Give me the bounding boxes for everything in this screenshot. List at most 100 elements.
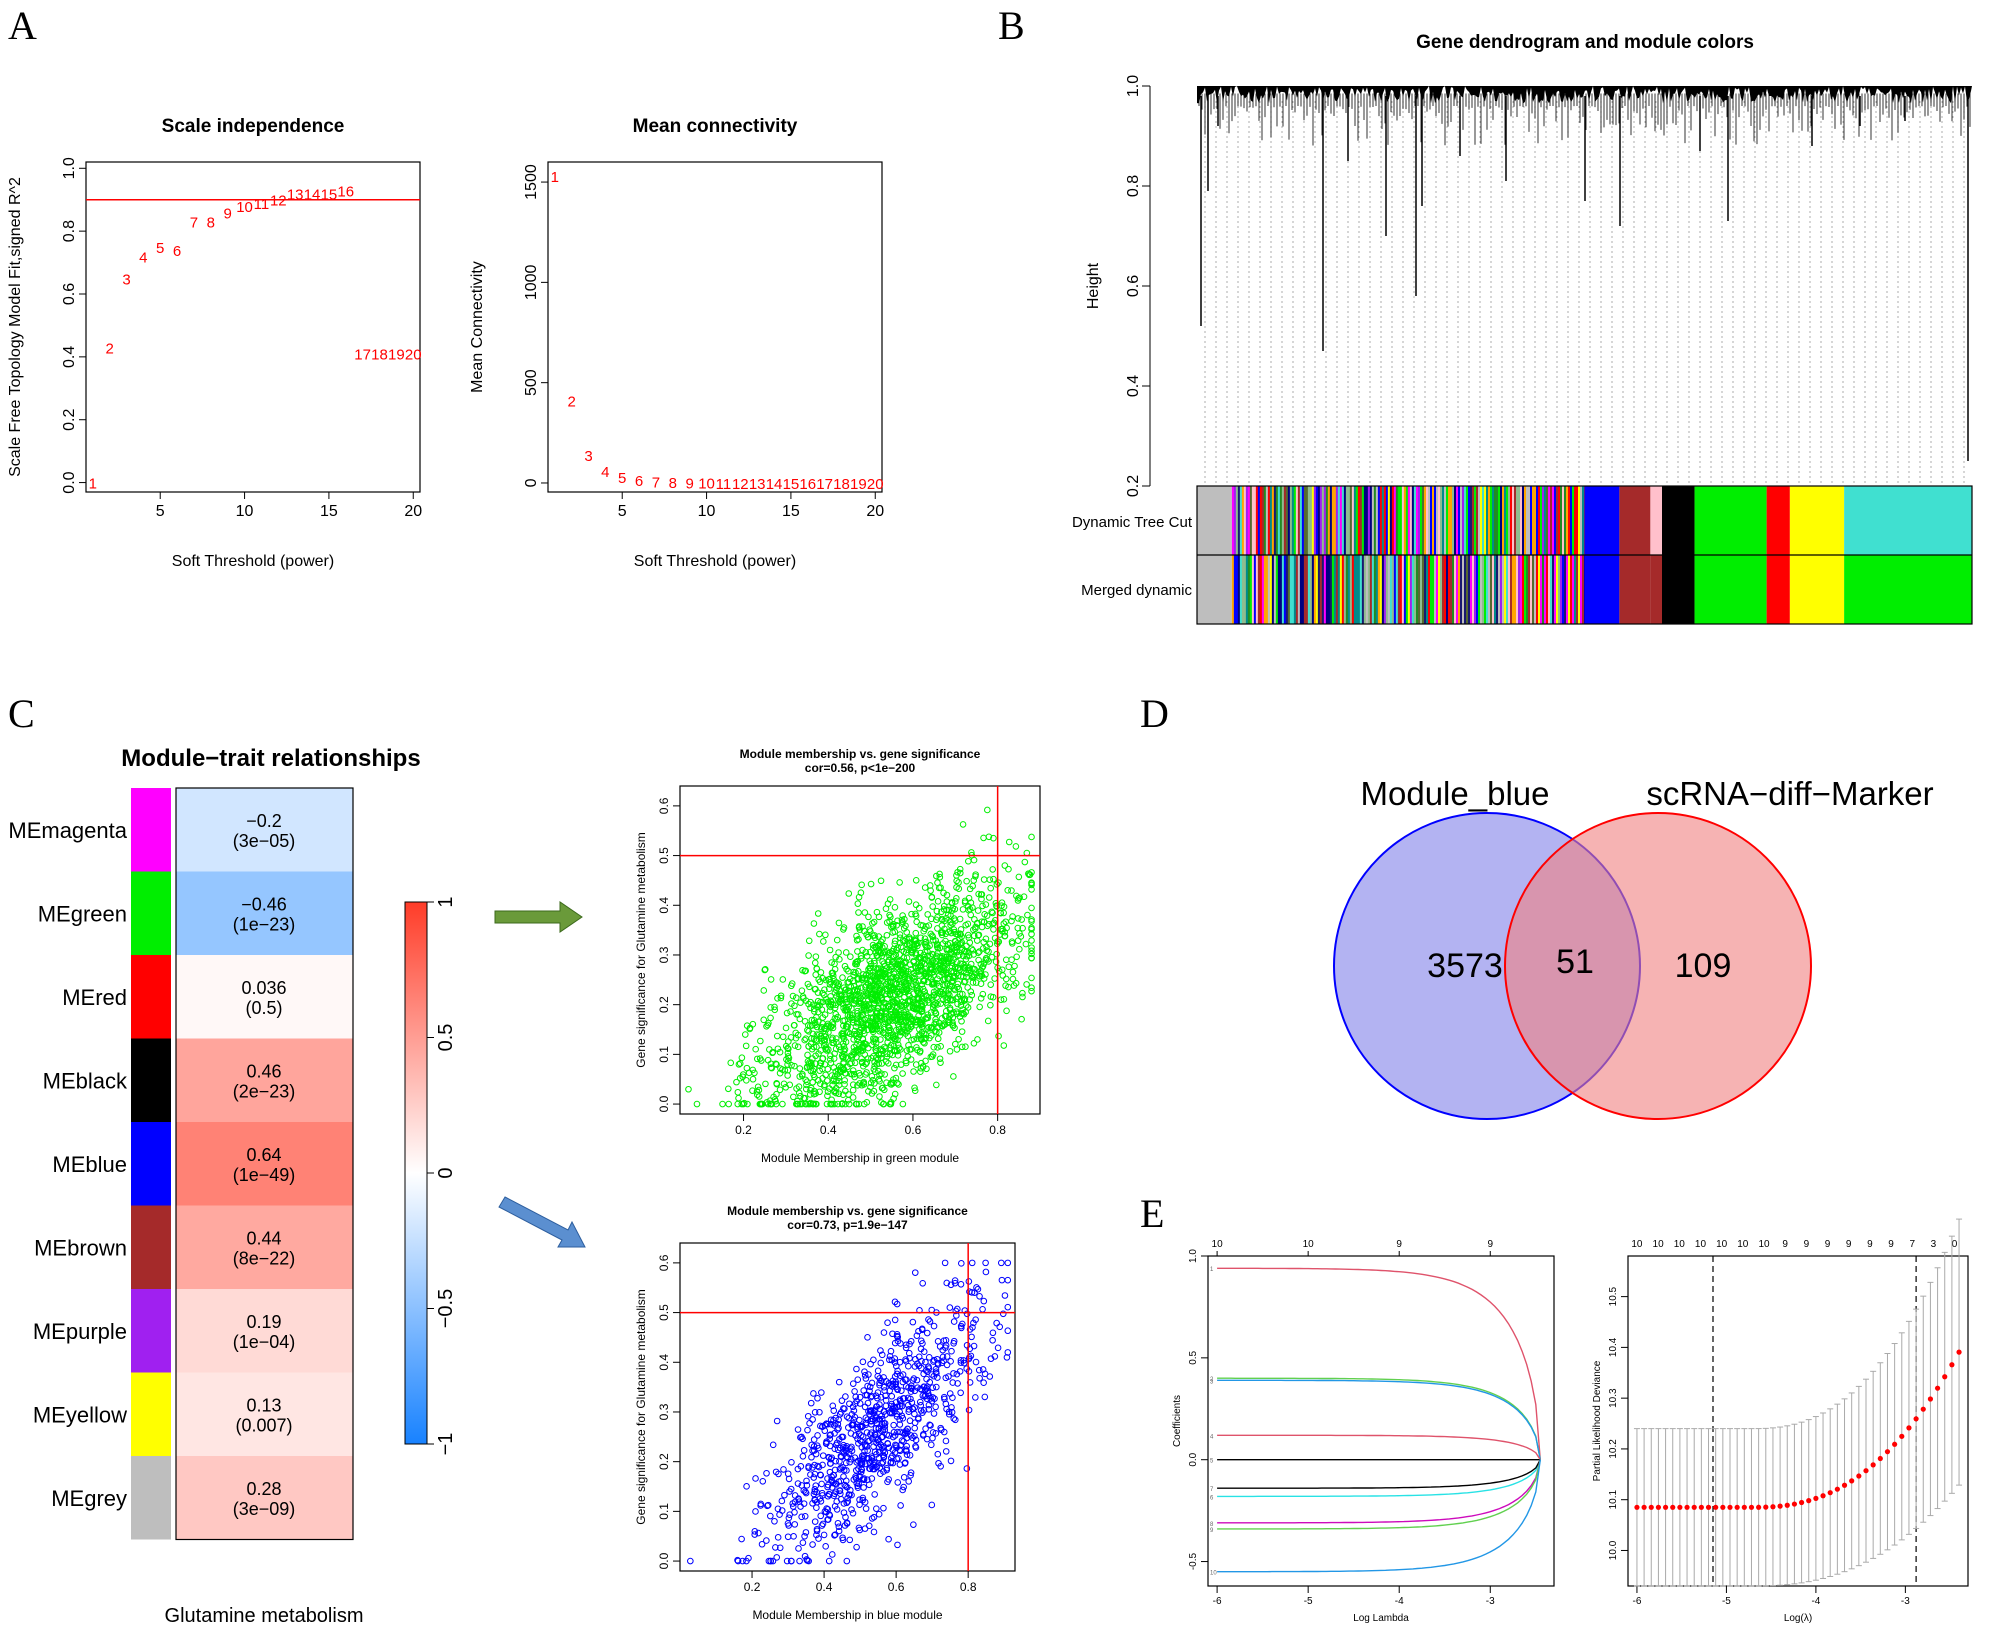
heatmap-cell[interactable] — [176, 1456, 353, 1540]
heatmap-cell[interactable] — [176, 788, 353, 872]
scatter-point — [972, 1316, 979, 1323]
scatter-point — [830, 975, 837, 983]
scatter-point — [946, 1013, 953, 1020]
deviance-point — [1670, 1504, 1676, 1510]
scatter-point — [802, 1488, 809, 1496]
coef-path — [1217, 1459, 1541, 1489]
module-color-stripe — [1472, 486, 1475, 555]
scatter-point — [958, 1324, 965, 1332]
scatter-point — [909, 996, 917, 1003]
module-color-stripe — [1428, 555, 1431, 624]
scatter-point — [867, 1083, 874, 1091]
scatter-point — [1028, 880, 1035, 887]
scatter-point — [822, 1543, 829, 1550]
scatter-point — [942, 1007, 950, 1015]
heatmap-cell[interactable] — [176, 1122, 353, 1206]
scatter-point — [743, 1557, 750, 1565]
scatter-point — [945, 959, 952, 967]
scatter-point — [776, 1544, 784, 1552]
scatter-point — [877, 1013, 884, 1021]
scatter-point — [979, 945, 987, 952]
scatter-point — [899, 1415, 907, 1422]
scatter-point — [846, 1060, 854, 1068]
scatter-point — [931, 959, 938, 967]
scatter-point — [891, 1407, 898, 1415]
heatmap-cell[interactable] — [176, 871, 353, 956]
scatter-point — [989, 1336, 996, 1344]
module-color-swatch — [131, 1122, 171, 1206]
top-tick-label: 10 — [1653, 1239, 1665, 1250]
deviance-point — [1720, 1504, 1726, 1510]
scatter-point — [875, 1510, 883, 1518]
heatmap-cell[interactable] — [176, 1289, 353, 1373]
heatmap-cell[interactable] — [176, 955, 353, 1039]
scatter-point — [923, 1435, 931, 1443]
module-color-stripe — [1502, 555, 1505, 624]
scatter-point — [837, 1046, 844, 1054]
scatter-point — [839, 1064, 847, 1072]
colorbar-tick-label: 0.5 — [435, 1024, 457, 1052]
venn-count-scrna-marker: 109 — [1675, 947, 1732, 985]
heatmap-cell[interactable] — [176, 1372, 353, 1457]
scatter-point — [880, 1024, 888, 1031]
scatter-point — [820, 1037, 828, 1044]
scatter-point — [877, 975, 884, 983]
scatter-point — [993, 1319, 1000, 1327]
scatter-point — [877, 1347, 884, 1354]
scatter-point — [842, 986, 850, 993]
heatmap-cell[interactable] — [176, 1038, 353, 1123]
deviance-point — [1813, 1495, 1819, 1501]
scatter-point — [940, 906, 948, 913]
scatter-point — [950, 1009, 957, 1016]
scatter-point — [857, 1468, 865, 1476]
module-color-stripe — [1564, 486, 1567, 555]
module-color-stripe — [1518, 555, 1521, 624]
top-tick-label: 9 — [1888, 1239, 1894, 1250]
scatter-point — [865, 1481, 873, 1489]
module-color-stripe — [1426, 555, 1429, 624]
scatter-point — [1005, 963, 1013, 971]
scatter-point — [977, 994, 985, 1002]
deviance-point — [1849, 1478, 1855, 1484]
scatter-point — [825, 1029, 832, 1036]
scatter-point — [1028, 904, 1035, 912]
scatter-point — [953, 969, 961, 977]
module-color-stripe — [1409, 486, 1413, 555]
scatter-point — [942, 1448, 950, 1455]
module-color-stripe — [1325, 555, 1329, 624]
scatter-point — [806, 1419, 813, 1427]
heatmap-cell[interactable] — [176, 1205, 353, 1290]
scatter-point — [875, 1438, 882, 1446]
scatter-point — [774, 995, 781, 1002]
point-label: 2 — [105, 340, 113, 357]
module-color-swatch — [131, 788, 171, 872]
scatter-point — [870, 918, 878, 926]
scatter-point — [882, 1411, 889, 1418]
scatter-point — [921, 1039, 928, 1047]
scatter-point — [864, 1014, 871, 1022]
scatter-point — [902, 1059, 910, 1067]
scatter-point — [903, 935, 910, 943]
module-color-stripe — [1407, 555, 1411, 624]
module-color-stripe — [1420, 486, 1423, 555]
scatter-point — [767, 1064, 775, 1071]
scatter-point — [826, 1442, 834, 1450]
scatter-point — [767, 976, 775, 983]
module-color-stripe — [1552, 486, 1555, 555]
venn-circle-scrna-marker[interactable] — [1504, 812, 1812, 1120]
scatter-point — [749, 1087, 756, 1094]
scatter-point — [932, 1430, 940, 1437]
module-color-stripe — [1508, 486, 1511, 555]
chart-subtitle: cor=0.73, p=1.9e−147 — [787, 1218, 908, 1232]
scatter-point — [887, 1347, 895, 1355]
module-color-stripe — [1399, 555, 1403, 624]
coef-path-label: 9 — [1210, 1528, 1214, 1534]
scatter-point — [976, 1003, 983, 1011]
scatter-point — [814, 1394, 821, 1402]
module-color-stripe — [1377, 486, 1381, 555]
module-color-stripe — [1343, 555, 1347, 624]
module-color-stripe — [1401, 555, 1405, 624]
scatter-point — [967, 899, 975, 907]
cell-pvalue: (0.007) — [235, 1415, 292, 1435]
module-color-stripe — [1261, 486, 1265, 555]
